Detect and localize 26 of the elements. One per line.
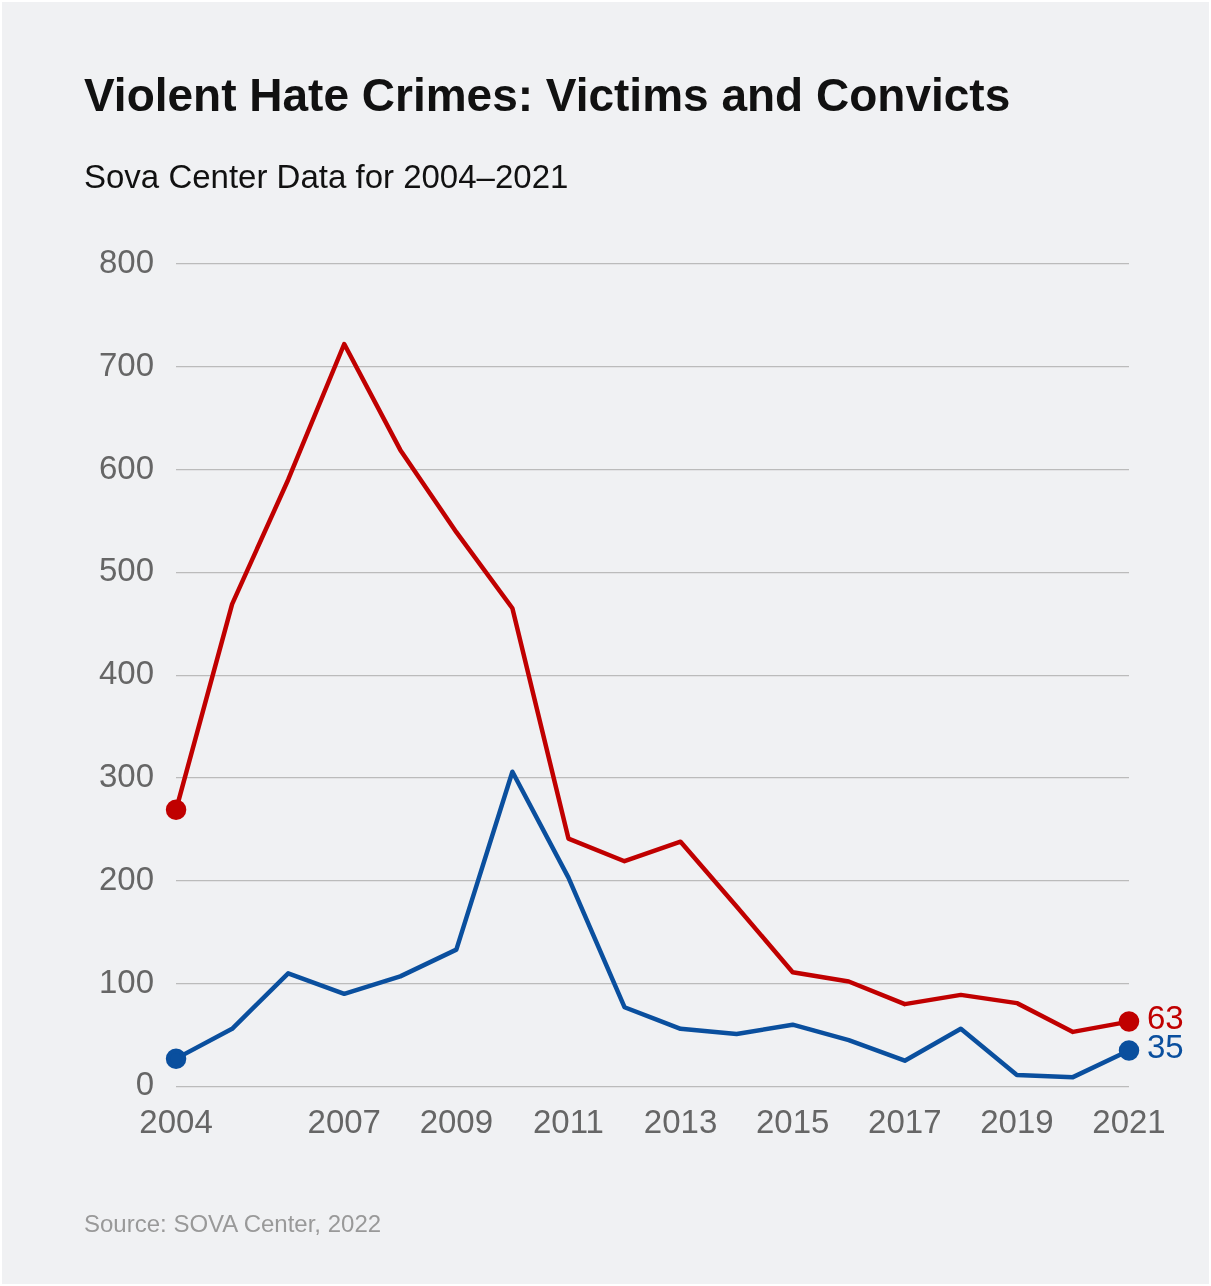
y-tick-label: 400 <box>99 654 155 692</box>
x-tick-label: 2004 <box>139 1103 213 1141</box>
y-tick-label: 200 <box>99 859 155 897</box>
chart-subtitle: Sova Center Data for 2004–2021 <box>84 158 569 196</box>
x-tick-label: 2015 <box>755 1103 830 1141</box>
x-tick-label: 2017 <box>868 1103 942 1141</box>
point <box>1118 1011 1140 1032</box>
y-tick-label: 500 <box>99 551 155 589</box>
y-tick-label: 100 <box>99 962 155 1000</box>
point <box>165 799 187 821</box>
y-tick-label: 600 <box>99 448 155 486</box>
x-tick-label: 2007 <box>307 1103 381 1141</box>
x-tick-label: 2013 <box>643 1103 718 1141</box>
y-tick-label: 800 <box>99 242 155 280</box>
y-tick-label: 300 <box>99 757 155 795</box>
y-tick-label: 700 <box>99 345 155 383</box>
point <box>165 1048 187 1069</box>
chart-title: Violent Hate Crimes: Victims and Convicts <box>84 69 1011 121</box>
x-tick-label: 2011 <box>532 1103 604 1141</box>
x-tick-label: 2009 <box>419 1103 494 1141</box>
source-note: Source: SOVA Center, 2022 <box>84 1210 382 1238</box>
y-tick-label: 0 <box>135 1065 155 1103</box>
point <box>1118 1040 1140 1061</box>
x-tick-label: 2019 <box>980 1103 1054 1141</box>
data-label: 63 <box>1147 998 1184 1036</box>
x-tick-label: 2021 <box>1092 1103 1166 1141</box>
